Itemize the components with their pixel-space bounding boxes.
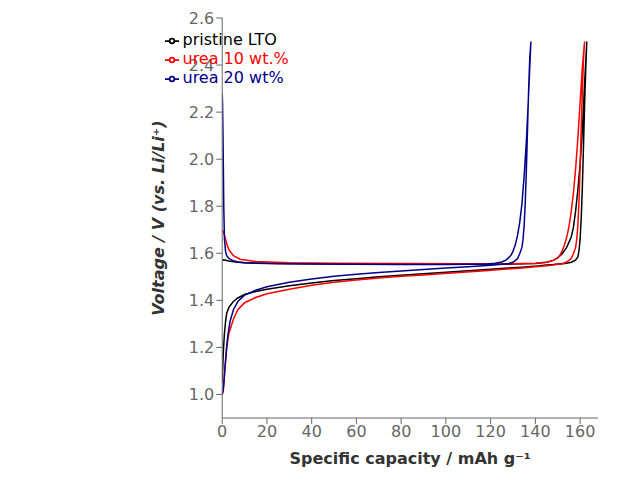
svg-text:1.2: 1.2 — [189, 338, 214, 357]
svg-text:2.6: 2.6 — [189, 9, 214, 28]
svg-text:2.2: 2.2 — [189, 103, 214, 122]
svg-text:120: 120 — [475, 422, 506, 441]
svg-text:40: 40 — [301, 422, 321, 441]
svg-text:2.0: 2.0 — [189, 150, 214, 169]
svg-text:1.6: 1.6 — [189, 244, 214, 263]
svg-text:160: 160 — [565, 422, 596, 441]
svg-text:Voltage / V (vs. Li/Li⁺): Voltage / V (vs. Li/Li⁺) — [149, 120, 168, 315]
svg-text:140: 140 — [520, 422, 551, 441]
svg-text:2.4: 2.4 — [189, 56, 214, 75]
svg-text:0: 0 — [217, 422, 227, 441]
svg-text:1.8: 1.8 — [189, 197, 214, 216]
svg-text:20: 20 — [257, 422, 277, 441]
svg-text:60: 60 — [346, 422, 366, 441]
svg-text:100: 100 — [431, 422, 462, 441]
svg-text:Specific capacity / mAh g⁻¹: Specific capacity / mAh g⁻¹ — [290, 449, 531, 468]
svg-text:1.4: 1.4 — [189, 291, 214, 310]
svg-text:1.0: 1.0 — [189, 385, 214, 404]
svg-text:80: 80 — [391, 422, 411, 441]
